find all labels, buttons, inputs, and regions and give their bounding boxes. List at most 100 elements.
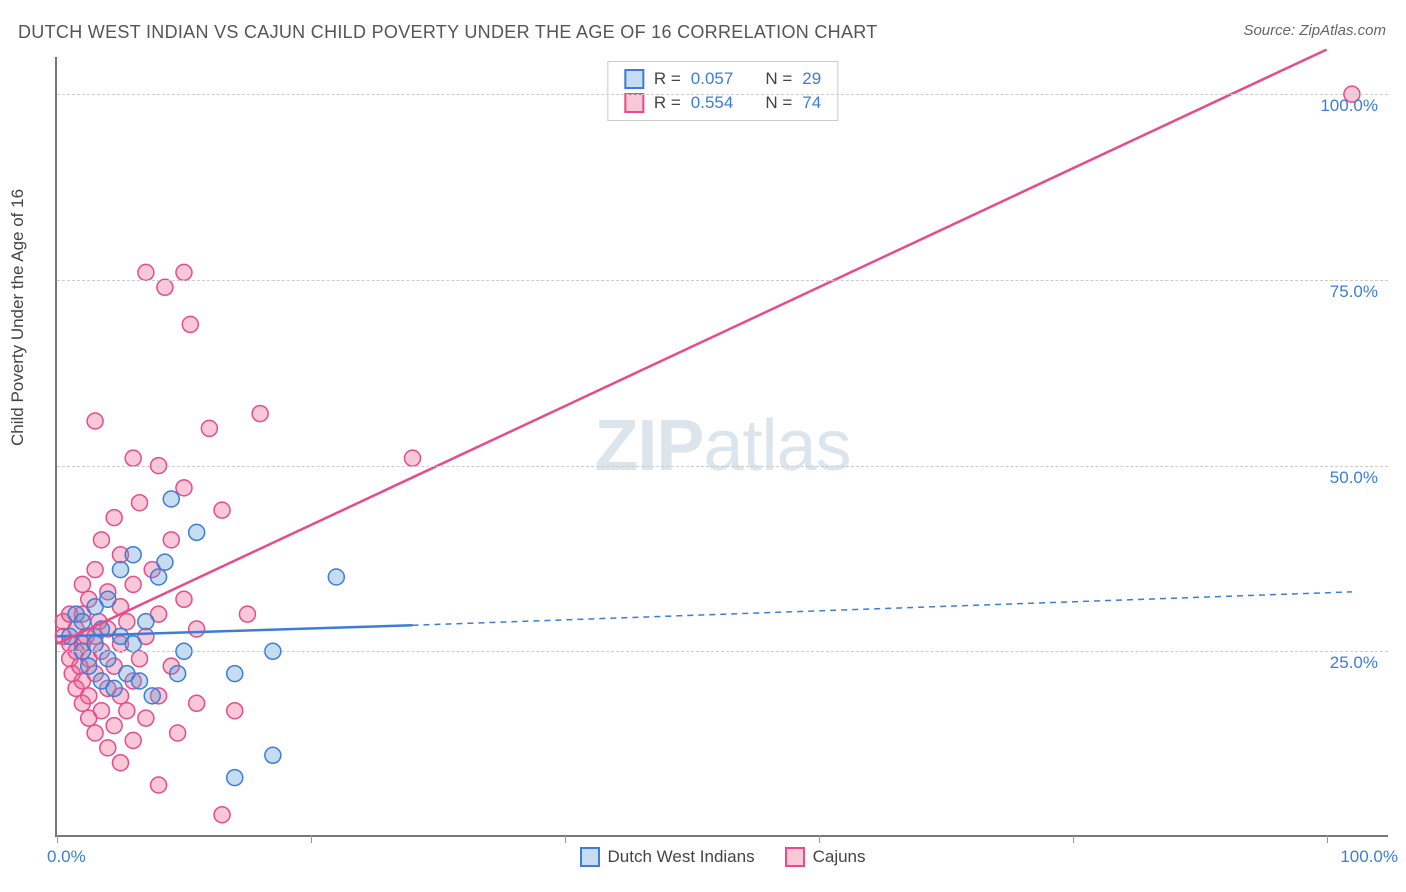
scatter-point-blue (328, 569, 344, 585)
scatter-point-blue (265, 747, 281, 763)
scatter-point-pink (214, 807, 230, 823)
scatter-point-pink (87, 725, 103, 741)
scatter-point-pink (119, 614, 135, 630)
scatter-point-pink (87, 413, 103, 429)
scatter-point-blue (81, 658, 97, 674)
scatter-point-pink (157, 279, 173, 295)
gridline-h (57, 651, 1388, 652)
scatter-point-blue (100, 591, 116, 607)
y-tick-label: 75.0% (1330, 282, 1378, 302)
scatter-point-pink (87, 562, 103, 578)
plot-svg (57, 57, 1388, 835)
swatch-blue (579, 847, 599, 867)
scatter-point-pink (176, 264, 192, 280)
scatter-point-pink (74, 576, 90, 592)
scatter-point-pink (93, 532, 109, 548)
scatter-point-pink (112, 755, 128, 771)
scatter-point-blue (87, 636, 103, 652)
scatter-point-pink (138, 264, 154, 280)
scatter-point-pink (176, 591, 192, 607)
x-tick-label: 0.0% (47, 847, 86, 867)
n-value-pink: 74 (802, 93, 821, 113)
source-label: Source: ZipAtlas.com (1243, 22, 1386, 39)
scatter-point-pink (182, 316, 198, 332)
n-label: N = (765, 93, 792, 113)
scatter-point-pink (119, 703, 135, 719)
scatter-point-blue (125, 636, 141, 652)
scatter-point-pink (239, 606, 255, 622)
scatter-point-pink (132, 651, 148, 667)
scatter-point-pink (404, 450, 420, 466)
scatter-point-blue (125, 547, 141, 563)
scatter-point-blue (138, 614, 154, 630)
scatter-point-blue (106, 680, 122, 696)
swatch-pink (624, 93, 644, 113)
scatter-point-pink (252, 406, 268, 422)
scatter-point-blue (74, 614, 90, 630)
scatter-point-blue (112, 562, 128, 578)
plot-area: ZIPatlas R = 0.057 N = 29 R = 0.554 N = … (55, 57, 1388, 837)
scatter-point-pink (132, 495, 148, 511)
scatter-point-pink (125, 450, 141, 466)
legend-item-blue: Dutch West Indians (579, 847, 754, 867)
scatter-point-blue (189, 524, 205, 540)
scatter-point-pink (201, 420, 217, 436)
scatter-point-pink (189, 695, 205, 711)
gridline-h (57, 466, 1388, 467)
scatter-point-blue (163, 491, 179, 507)
r-label: R = (654, 69, 681, 89)
legend-label-blue: Dutch West Indians (607, 847, 754, 867)
correlation-chart: DUTCH WEST INDIAN VS CAJUN CHILD POVERTY… (0, 0, 1406, 892)
y-tick-label: 50.0% (1330, 468, 1378, 488)
n-label: N = (765, 69, 792, 89)
n-value-blue: 29 (802, 69, 821, 89)
r-value-pink: 0.554 (691, 93, 734, 113)
scatter-point-blue (170, 666, 186, 682)
gridline-h (57, 280, 1388, 281)
scatter-point-pink (125, 576, 141, 592)
scatter-point-pink (176, 480, 192, 496)
y-tick-label: 25.0% (1330, 653, 1378, 673)
scatter-point-pink (227, 703, 243, 719)
scatter-point-blue (157, 554, 173, 570)
scatter-point-pink (125, 732, 141, 748)
scatter-point-pink (106, 510, 122, 526)
legend-label-pink: Cajuns (813, 847, 866, 867)
x-tick (1327, 835, 1328, 843)
scatter-point-pink (170, 725, 186, 741)
scatter-point-pink (214, 502, 230, 518)
x-tick (565, 835, 566, 843)
x-tick (57, 835, 58, 843)
trend-line-dashed-blue (412, 592, 1351, 625)
correlation-legend: R = 0.057 N = 29 R = 0.554 N = 74 (607, 61, 838, 121)
x-tick (311, 835, 312, 843)
legend-row-blue: R = 0.057 N = 29 (624, 67, 821, 91)
series-legend: Dutch West Indians Cajuns (579, 847, 865, 867)
r-label: R = (654, 93, 681, 113)
scatter-point-pink (189, 621, 205, 637)
scatter-point-blue (132, 673, 148, 689)
swatch-blue (624, 69, 644, 89)
r-value-blue: 0.057 (691, 69, 734, 89)
swatch-pink (785, 847, 805, 867)
x-tick-label: 100.0% (1340, 847, 1398, 867)
scatter-point-pink (93, 703, 109, 719)
scatter-point-pink (100, 740, 116, 756)
scatter-point-blue (227, 666, 243, 682)
scatter-point-pink (138, 710, 154, 726)
scatter-point-blue (144, 688, 160, 704)
legend-item-pink: Cajuns (785, 847, 866, 867)
gridline-h (57, 94, 1388, 95)
scatter-point-blue (100, 651, 116, 667)
scatter-point-blue (227, 770, 243, 786)
trend-line-pink (57, 50, 1327, 644)
y-tick-label: 100.0% (1320, 96, 1378, 116)
x-tick (819, 835, 820, 843)
scatter-point-pink (163, 532, 179, 548)
scatter-point-blue (151, 569, 167, 585)
scatter-point-pink (81, 688, 97, 704)
scatter-point-pink (106, 718, 122, 734)
y-axis-label: Child Poverty Under the Age of 16 (8, 189, 28, 446)
x-tick (1073, 835, 1074, 843)
chart-title: DUTCH WEST INDIAN VS CAJUN CHILD POVERTY… (18, 22, 878, 43)
